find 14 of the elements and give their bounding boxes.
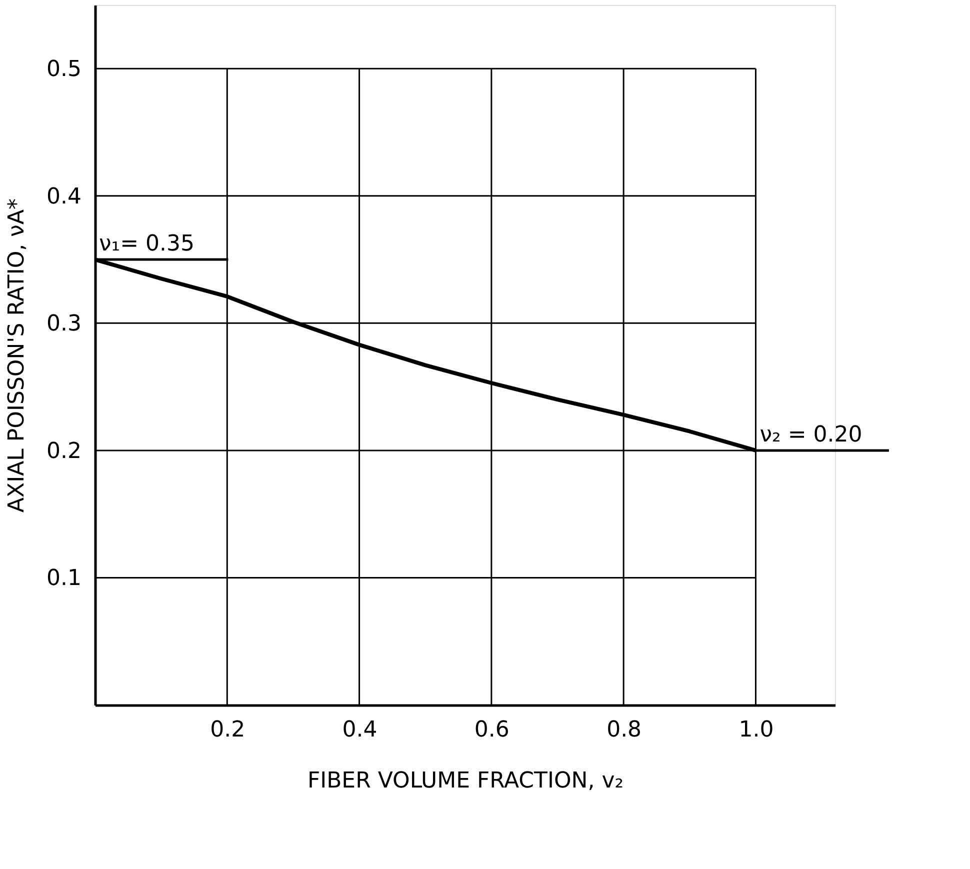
y-tick-label: 0.5 xyxy=(46,57,82,82)
x-tick-label: 0.4 xyxy=(342,718,378,742)
x-tick-label: 0.8 xyxy=(606,718,642,742)
annotation: ν₂ = 0.20 xyxy=(760,422,862,448)
x-axis-title: FIBER VOLUME FRACTION, v₂ xyxy=(307,768,624,794)
y-tick-label: 0.4 xyxy=(46,184,82,210)
x-tick-label: 1.0 xyxy=(738,718,774,742)
y-tick-label: 0.3 xyxy=(46,312,82,337)
annotation: ν₁= 0.35 xyxy=(99,232,195,257)
y-tick-label: 0.1 xyxy=(46,566,82,592)
x-tick-label: 0.6 xyxy=(474,718,510,742)
y-tick-label: 0.2 xyxy=(46,438,82,464)
y-axis-title: AXIAL POISSON'S RATIO, νA* xyxy=(4,198,30,512)
x-tick-label: 0.2 xyxy=(210,718,246,742)
